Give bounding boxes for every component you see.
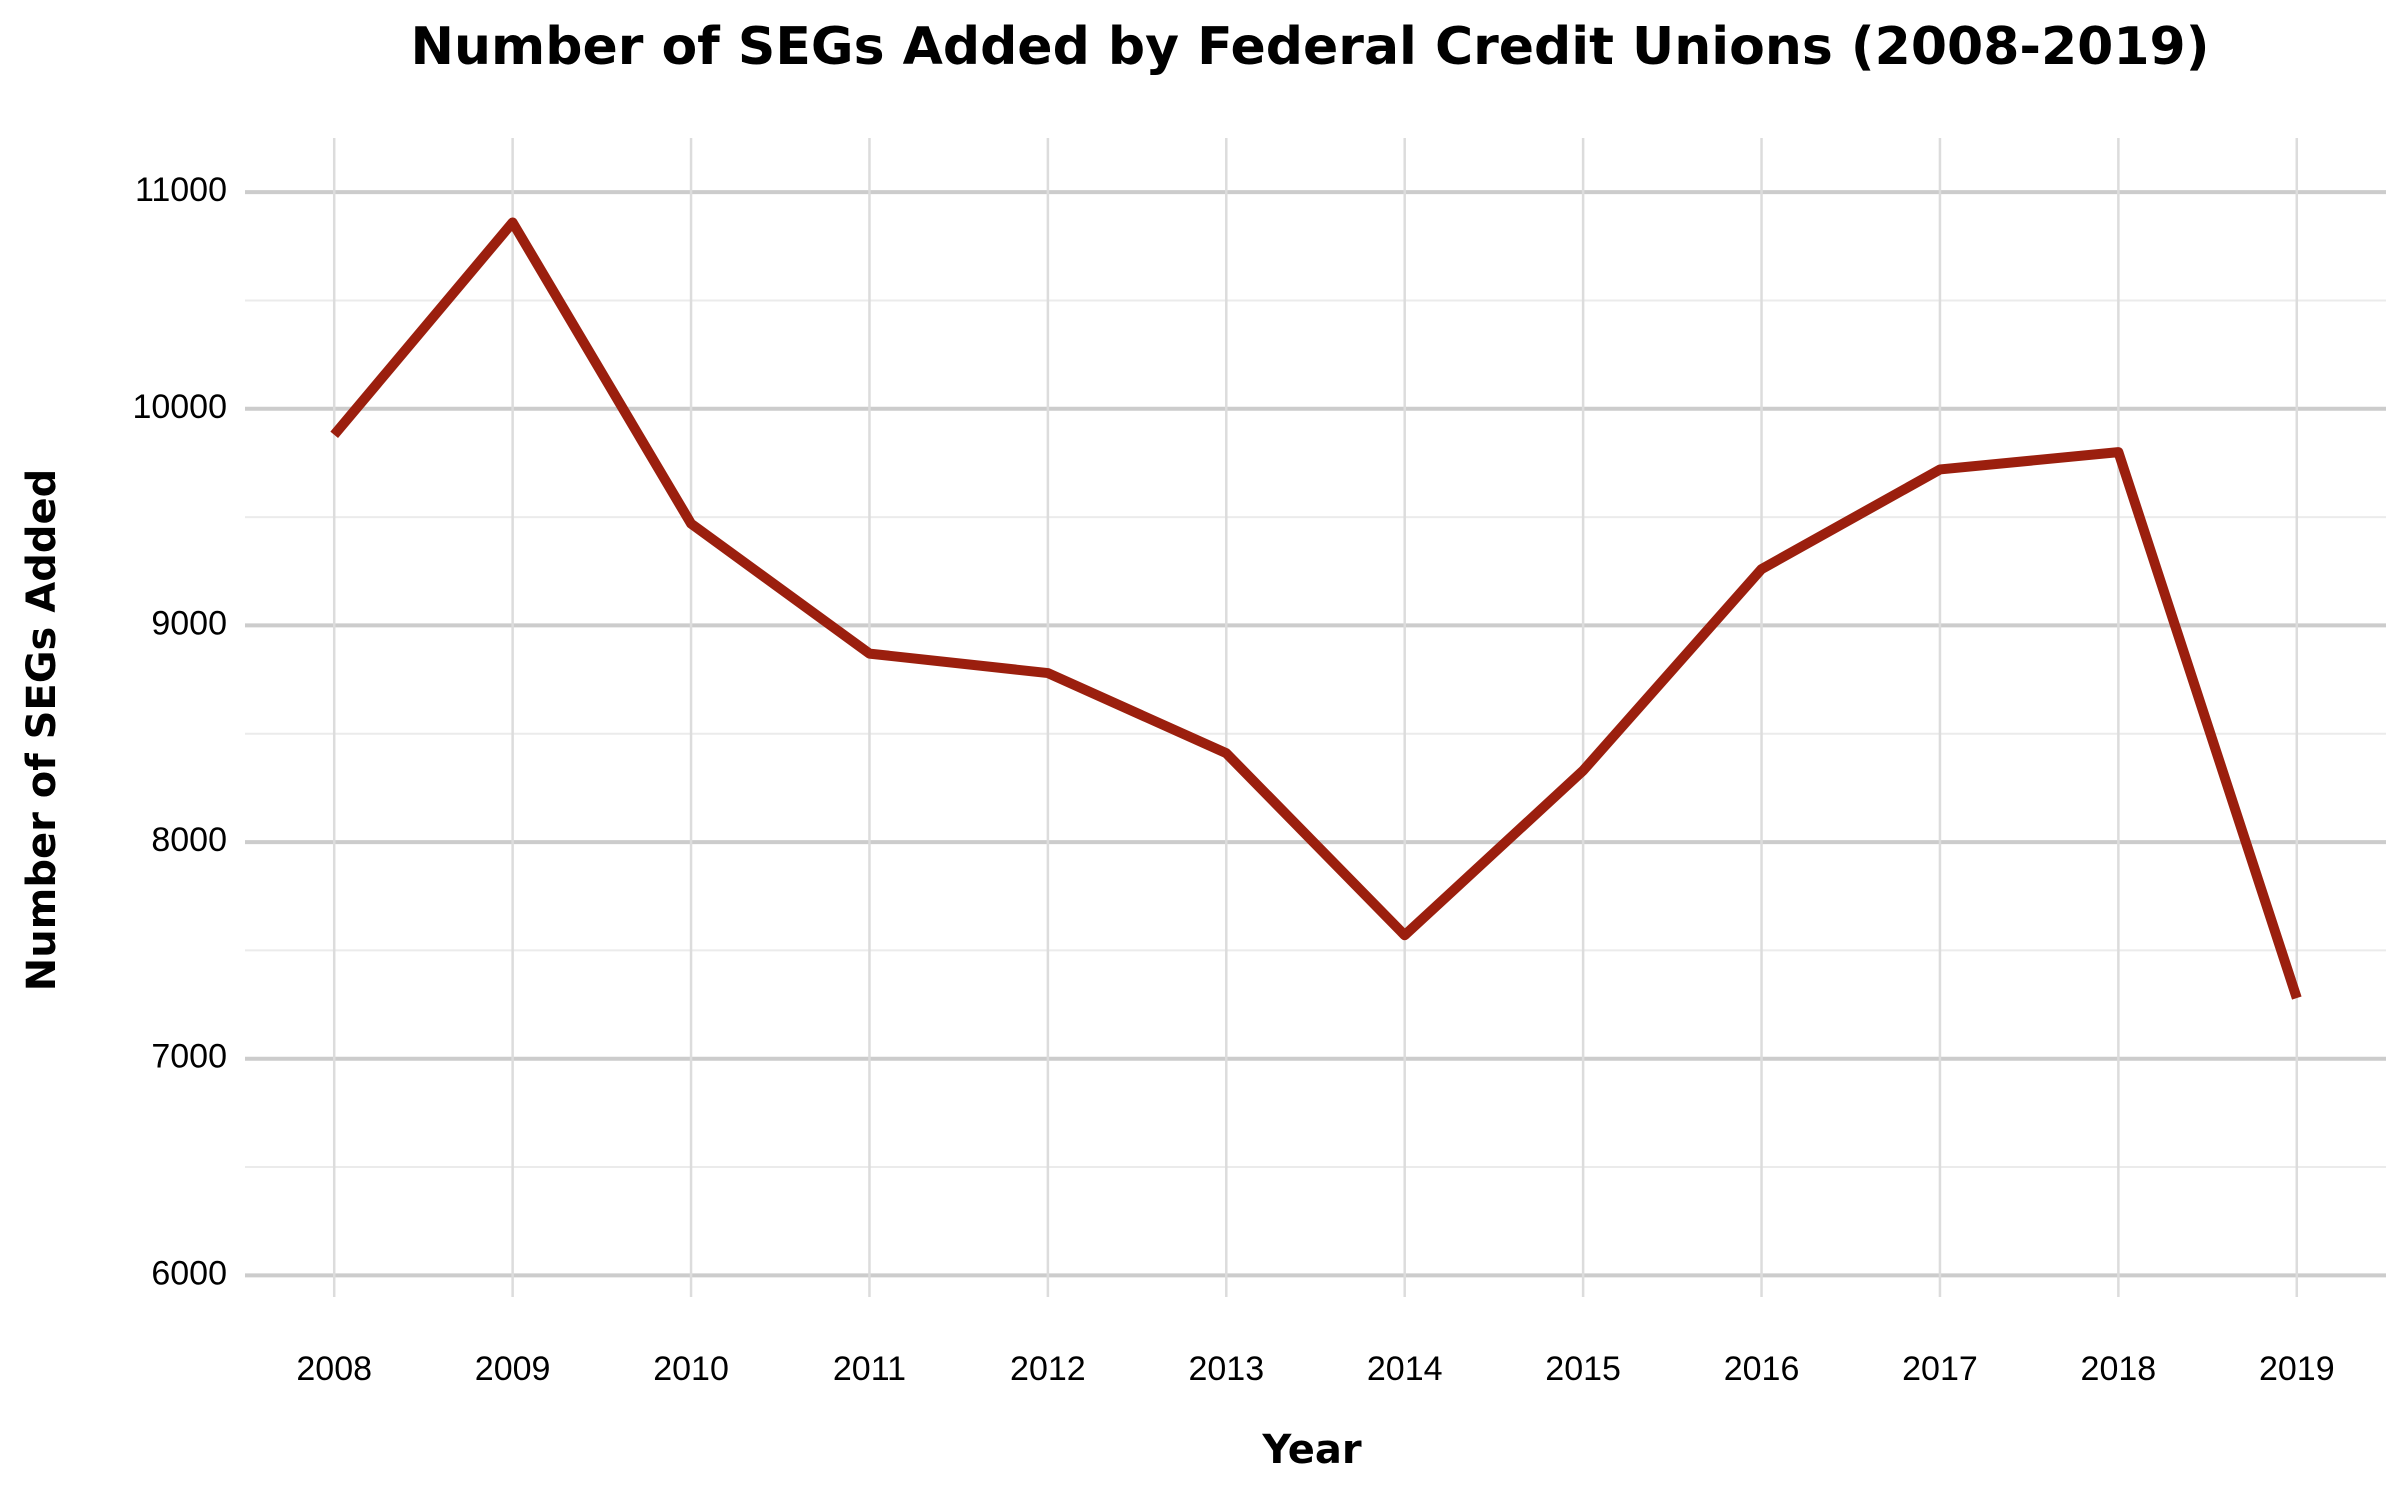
y-tick-label: 9000 — [151, 604, 227, 642]
x-tick-label: 2017 — [1902, 1350, 1978, 1388]
chart-title: Number of SEGs Added by Federal Credit U… — [411, 17, 2210, 77]
x-tick-label: 2015 — [1545, 1350, 1621, 1388]
y-axis-title: Number of SEGs Added — [19, 469, 65, 992]
x-tick-label: 2011 — [833, 1350, 906, 1388]
x-tick-label: 2009 — [475, 1350, 551, 1388]
y-tick-label: 6000 — [151, 1254, 227, 1292]
line — [330, 217, 2302, 1000]
y-tick-label: 10000 — [132, 388, 227, 426]
x-tick-label: 2014 — [1367, 1350, 1443, 1388]
grid — [245, 138, 2386, 1297]
y-tick-label: 8000 — [151, 821, 227, 859]
marks — [330, 217, 2302, 1000]
y-tick-label: 7000 — [151, 1038, 227, 1076]
x-tick-label: 2012 — [1010, 1350, 1086, 1388]
x-tick-label: 2019 — [2259, 1350, 2335, 1388]
x-tick-label: 2018 — [2081, 1350, 2157, 1388]
x-axis-title: Year — [1261, 1427, 1361, 1473]
x-tick-label: 2010 — [653, 1350, 729, 1388]
x-tick-label: 2013 — [1188, 1350, 1264, 1388]
y-tick-label: 11000 — [135, 171, 227, 209]
x-tick-label: 2008 — [296, 1350, 372, 1388]
x-tick-label: 2016 — [1724, 1350, 1800, 1388]
